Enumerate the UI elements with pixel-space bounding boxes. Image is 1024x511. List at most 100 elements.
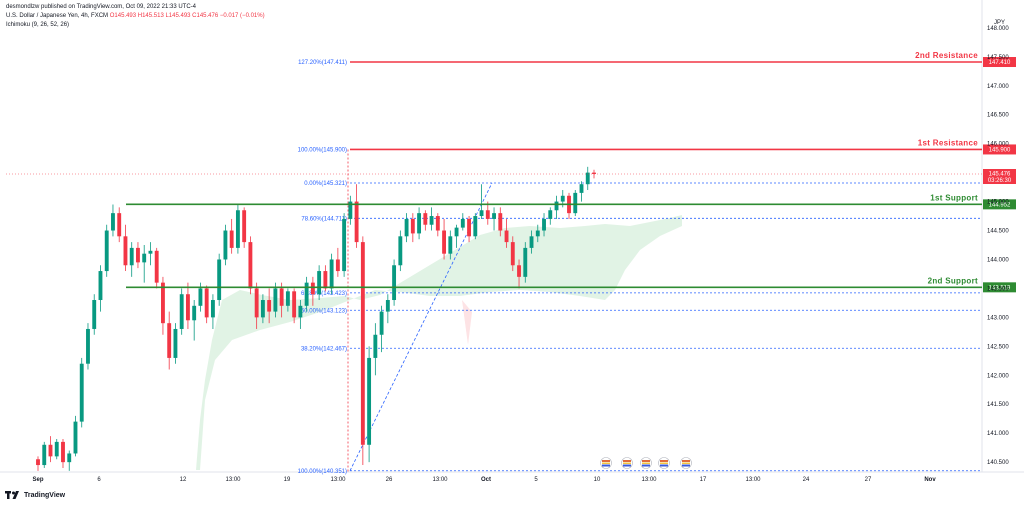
candle-body <box>111 213 115 231</box>
candle <box>460 213 465 231</box>
candle <box>104 224 109 277</box>
candle-body <box>267 300 272 312</box>
flag-stripe-mid <box>642 462 650 464</box>
candle <box>454 224 459 248</box>
indicator-legend[interactable]: Ichimoku (9, 26, 52, 26) <box>6 22 70 28</box>
candle <box>335 247 340 277</box>
tradingview-footer[interactable]: TradingView <box>5 491 65 499</box>
price-tick: 141.500 <box>987 402 1009 408</box>
time-tick: Sep <box>32 477 43 483</box>
candle-body <box>348 201 353 219</box>
candle <box>167 311 172 370</box>
time-tick: 12 <box>180 477 187 483</box>
time-tick: 13:00 <box>330 477 346 483</box>
candle-body <box>136 247 140 263</box>
candle <box>136 242 140 269</box>
ohlc-high: H145.513 <box>137 13 164 19</box>
candle-body <box>142 253 147 263</box>
candle <box>510 236 515 272</box>
candle <box>192 300 197 341</box>
candle-body <box>173 328 178 358</box>
candle-body <box>535 230 540 237</box>
candle <box>348 195 353 225</box>
fib-label: 127.20%(147.411) <box>298 60 347 66</box>
candle-body <box>79 363 84 422</box>
candle-body <box>342 218 347 272</box>
candle <box>448 230 453 260</box>
candle <box>573 189 578 217</box>
time-tick: 13:00 <box>641 477 657 483</box>
candle <box>148 242 153 266</box>
candle <box>517 259 521 289</box>
candle-body <box>573 192 578 214</box>
candle-body <box>473 216 478 237</box>
candle-body <box>354 201 359 243</box>
flag-stripe-mid <box>602 462 610 464</box>
candle <box>542 213 546 237</box>
candle-body <box>410 218 415 234</box>
candle <box>373 323 378 376</box>
candle <box>485 201 490 225</box>
symbol-legend[interactable]: U.S. Dollar / Japanese Yen, 4h, FXCM O14… <box>6 13 265 19</box>
candle-body <box>217 259 222 301</box>
candle-body <box>417 213 422 234</box>
candle-body <box>429 216 434 225</box>
candle-body <box>86 328 90 364</box>
candle-body <box>310 282 315 295</box>
level-name: 2nd Resistance <box>915 51 978 60</box>
candle <box>254 282 259 329</box>
candle-body <box>298 305 303 318</box>
candle <box>123 224 128 272</box>
candle <box>342 213 347 277</box>
level-1st-support: 1st Support 144.952 <box>126 193 1016 210</box>
ohlc-low: L145.493 <box>165 13 191 19</box>
level-price-label: 143.519 <box>989 285 1011 291</box>
fib-label: 100.00%(140.351) <box>298 469 347 475</box>
event-flag-icon <box>600 457 612 469</box>
economic-events <box>600 457 692 469</box>
level-2nd-support: 2nd Support 143.519 <box>126 276 1016 293</box>
candle <box>173 323 178 364</box>
candle <box>554 195 559 219</box>
candle-body <box>579 184 584 193</box>
candles <box>36 166 596 471</box>
tradingview-logo-icon <box>5 491 21 499</box>
time-tick: 27 <box>865 477 872 483</box>
candle <box>92 294 97 335</box>
candle-body <box>467 218 471 237</box>
level-name: 2nd Support <box>928 276 978 285</box>
candle <box>442 218 447 260</box>
candle-body <box>179 294 184 329</box>
candle <box>467 216 471 243</box>
candle <box>479 184 484 219</box>
candle <box>360 236 365 466</box>
candle <box>179 288 184 335</box>
flag-stripe-top <box>623 460 631 462</box>
price-axis: JPY148.000147.500147.000146.500146.00014… <box>983 20 1016 466</box>
candle-body <box>292 291 297 318</box>
candle-body <box>392 265 397 301</box>
candle-body <box>167 323 172 358</box>
ichimoku-cloud-bearish <box>462 300 472 345</box>
price-tick: 144.000 <box>987 257 1009 263</box>
candle <box>273 282 278 318</box>
time-tick: 6 <box>97 477 101 483</box>
time-tick: 26 <box>386 477 393 483</box>
flag-stripe-mid <box>682 462 690 464</box>
flag-stripe-bottom <box>642 464 650 467</box>
candle <box>398 230 403 272</box>
candle-body <box>442 230 447 254</box>
flag-stripe-mid <box>660 462 668 464</box>
candle <box>498 207 503 237</box>
price-tick: 142.000 <box>987 373 1009 379</box>
candle-body <box>448 236 453 254</box>
price-tick: 145.000 <box>987 200 1009 206</box>
candle-body <box>423 213 428 225</box>
event-flag-icon <box>640 457 652 469</box>
candle-body <box>454 227 459 237</box>
candle <box>329 253 334 295</box>
candle <box>154 247 159 289</box>
ohlc-close: C145.476 <box>192 13 219 19</box>
candle-body <box>529 236 534 248</box>
